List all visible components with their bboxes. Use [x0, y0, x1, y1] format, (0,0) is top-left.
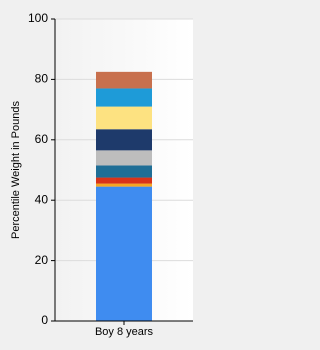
- bar-segment: [96, 186, 152, 321]
- chart: Percentile Weight in Pounds 0 20 40 60 80 100…: [10, 11, 193, 338]
- bar-segment: [96, 88, 152, 107]
- y-tick-label: 0: [41, 313, 48, 327]
- bar-segment: [96, 106, 152, 130]
- y-axis-label: Percentile Weight in Pounds: [10, 101, 22, 239]
- y-tick-label: 80: [35, 72, 49, 86]
- x-tick-label: Boy 8 years: [95, 326, 154, 338]
- bar-segment: [96, 183, 152, 187]
- y-tick-label: 40: [35, 192, 49, 206]
- bar-segment: [96, 150, 152, 166]
- y-tick-label: 60: [35, 132, 49, 146]
- bar-segment: [96, 129, 152, 151]
- y-tick-label: 100: [28, 11, 48, 25]
- y-tick-label: 20: [35, 253, 49, 267]
- bar-segment: [96, 165, 152, 178]
- bar-segment: [96, 177, 152, 184]
- bar-segment: [96, 71, 152, 89]
